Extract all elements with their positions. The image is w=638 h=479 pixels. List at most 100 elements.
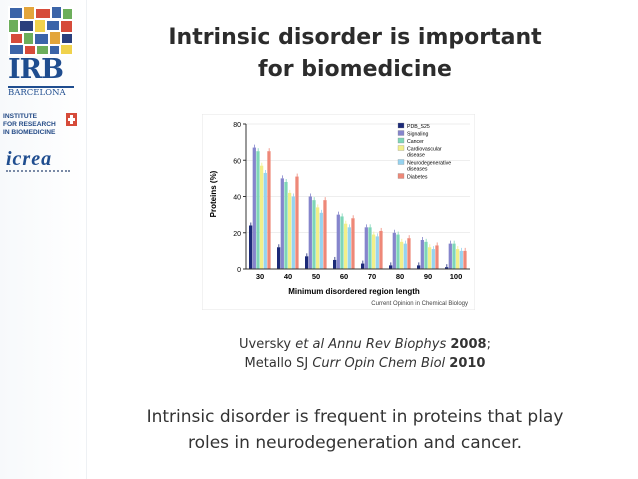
legend-swatch <box>397 137 405 144</box>
bar-3 <box>424 241 428 269</box>
bar-2 <box>364 227 368 269</box>
legend-label: Cardiovascular <box>407 147 442 153</box>
citation-2-journal: Curr Opin Chem Biol <box>312 356 446 371</box>
bar-5 <box>375 236 379 269</box>
bar-5 <box>291 196 295 269</box>
bar-1 <box>417 265 421 269</box>
x-tick-label: 40 <box>284 272 292 281</box>
bar-6 <box>323 200 327 269</box>
bar-3 <box>452 243 456 269</box>
legend-swatch <box>397 130 405 136</box>
summary-line: Intrinsic disorder is frequent in protei… <box>146 407 564 427</box>
legend-label: PDB_S25 <box>407 124 430 130</box>
bar-2 <box>448 243 452 269</box>
bar-3 <box>312 200 316 269</box>
institute-line: IN BIOMEDICINE <box>3 129 56 136</box>
bar-6 <box>267 151 271 269</box>
citation-separator: ; <box>486 337 491 352</box>
x-tick-label: 70 <box>368 272 376 281</box>
bar-1 <box>389 265 393 269</box>
chart-container: 0 20 40 60 80 30 40 50 60 70 80 90 100 Proteins (%) … <box>201 113 476 311</box>
bar-5 <box>263 172 267 269</box>
sidebar: IRB BARCELONA INSTITUTE FOR RESEARCH IN … <box>0 0 87 479</box>
legend-label: disease <box>407 153 425 159</box>
bar-2 <box>252 147 256 269</box>
bar-4 <box>428 247 432 269</box>
slide-title: Intrinsic disorder is important for biom… <box>120 22 590 86</box>
bar-5 <box>431 249 435 269</box>
citation-1-journal: et al Annu Rev Biophys <box>295 337 447 352</box>
bar-4 <box>288 192 292 269</box>
legend-label: Neurodegenerative <box>407 161 451 167</box>
x-tick-label: 60 <box>340 272 348 281</box>
citation-1-year: 2008 <box>450 337 487 352</box>
summary-text: Intrinsic disorder is frequent in protei… <box>100 404 610 456</box>
bar-5 <box>319 212 323 269</box>
title-line: Intrinsic disorder is important <box>168 25 542 50</box>
bar-1 <box>445 267 449 269</box>
y-tick-label: 0 <box>237 267 241 274</box>
bar-3 <box>340 216 344 269</box>
institute-shield-icon <box>66 113 77 126</box>
icrea-underline <box>6 168 70 172</box>
bar-6 <box>351 218 355 269</box>
bar-4 <box>456 249 460 269</box>
bar-1 <box>305 256 309 269</box>
bar-5 <box>403 243 407 269</box>
bar-6 <box>379 230 383 269</box>
legend-swatch <box>397 173 405 179</box>
citation-1-authors: Uversky <box>239 337 296 352</box>
bar-6 <box>407 238 411 269</box>
y-axis-label: Proteins (%) <box>209 170 218 217</box>
bar-5 <box>347 227 351 269</box>
irb-logo-text: IRB <box>8 54 64 85</box>
chart-source: Current Opinion in Chemical Biology <box>371 301 468 307</box>
bar-2 <box>420 240 424 269</box>
citation-2: Metallo SJ Curr Opin Chem Biol 2010 <box>190 354 540 373</box>
mosaic-logo <box>8 6 74 56</box>
x-tick-label: 100 <box>450 272 463 281</box>
barcelona-label: BARCELONA <box>8 86 74 99</box>
legend-label: Signaling <box>407 132 428 138</box>
bar-6 <box>295 176 299 269</box>
bar-3 <box>284 182 288 269</box>
x-tick-label: 30 <box>256 272 264 281</box>
icrea-logo: icrea <box>6 148 53 170</box>
y-tick-label: 80 <box>233 122 241 129</box>
bar-3 <box>368 227 372 269</box>
citation-2-authors: Metallo SJ <box>244 356 313 371</box>
legend-label: Diabetes <box>407 175 428 181</box>
bar-1 <box>277 247 281 269</box>
legend-swatch <box>397 145 405 151</box>
bar-6 <box>463 250 467 269</box>
bar-2 <box>308 196 312 269</box>
bar-3 <box>256 151 260 269</box>
legend-swatch <box>397 122 405 129</box>
legend-label: diseases <box>407 167 428 173</box>
x-tick-label: 50 <box>312 272 320 281</box>
institute-line: FOR RESEARCH <box>3 121 56 128</box>
bar-2 <box>392 232 396 269</box>
bar-4 <box>260 165 264 269</box>
title-line: for biomedicine <box>258 57 452 82</box>
bar-1 <box>361 263 365 269</box>
y-tick-label: 60 <box>233 158 241 165</box>
bar-4 <box>400 241 404 269</box>
bar-5 <box>459 250 463 269</box>
summary-line: roles in neurodegeneration and cancer. <box>187 433 523 453</box>
bar-1 <box>333 259 337 269</box>
x-tick-label: 80 <box>396 272 404 281</box>
bar-3 <box>396 234 400 269</box>
y-tick-label: 40 <box>233 195 241 202</box>
y-tick-label: 20 <box>233 231 241 238</box>
citation-1: Uversky et al Annu Rev Biophys 2008; <box>190 335 540 354</box>
x-axis-label: Minimum disordered region length <box>288 287 420 296</box>
institute-line: INSTITUTE <box>3 113 38 120</box>
bar-4 <box>372 234 376 269</box>
x-tick-label: 90 <box>424 272 432 281</box>
citation-2-year: 2010 <box>449 356 486 371</box>
bar-6 <box>435 245 439 269</box>
citations: Uversky et al Annu Rev Biophys 2008; Met… <box>190 335 540 373</box>
bar-2 <box>336 214 340 269</box>
